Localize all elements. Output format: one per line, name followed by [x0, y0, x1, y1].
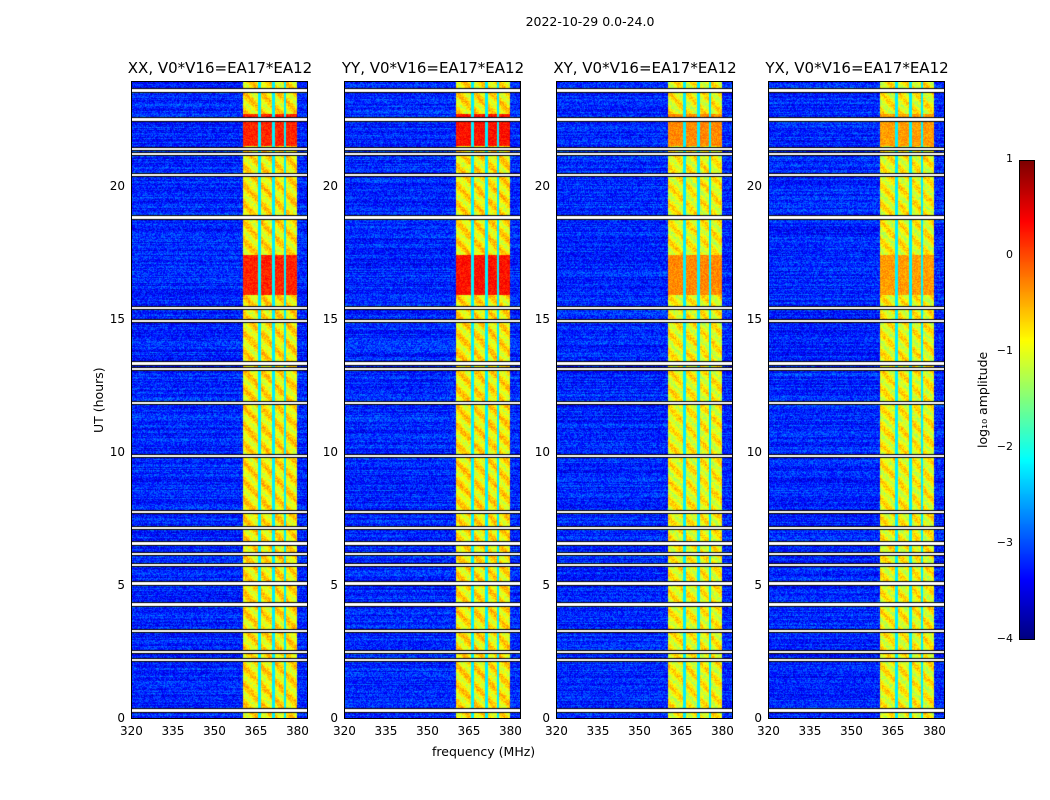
heatmap-canvas — [557, 82, 732, 718]
y-tick-label: 5 — [330, 578, 338, 593]
x-tick-label: 335 — [798, 724, 822, 738]
y-tick-label: 20 — [322, 179, 338, 194]
colorbar-tick-label: −4 — [996, 632, 1013, 645]
x-axis-label: frequency (MHz) — [432, 744, 536, 759]
colorbar — [1019, 160, 1035, 640]
panel-title: YX, V0*V16=EA17*EA12 — [765, 59, 949, 77]
x-tick-label: 365 — [457, 724, 481, 738]
y-tick-label: 20 — [746, 179, 762, 194]
colorbar-tick-label: 0 — [1006, 248, 1013, 261]
y-tick-label: 10 — [322, 445, 338, 460]
y-tick-label: 15 — [746, 312, 762, 327]
y-tick-label: 20 — [109, 179, 125, 194]
y-tick-label: 5 — [542, 578, 550, 593]
y-tick-label: 10 — [746, 445, 762, 460]
y-tick-label: 10 — [534, 445, 550, 460]
colorbar-label: log₁₀ amplitude — [975, 351, 990, 448]
heatmap-canvas — [345, 82, 520, 718]
heatmap-panel-xx — [131, 81, 308, 719]
heatmap-panel-xy — [556, 81, 733, 719]
x-tick-label: 365 — [244, 724, 268, 738]
colorbar-tick-label: −1 — [996, 344, 1013, 357]
heatmap-canvas — [132, 82, 307, 718]
x-tick-label: 350 — [839, 724, 863, 738]
panel-title: XY, V0*V16=EA17*EA12 — [553, 59, 737, 77]
x-tick-label: 350 — [202, 724, 226, 738]
y-tick-label: 0 — [117, 711, 125, 725]
y-tick-label: 0 — [542, 711, 550, 725]
x-tick-label: 320 — [545, 724, 568, 738]
x-tick-label: 335 — [374, 724, 398, 738]
colorbar-tick-label: −2 — [996, 440, 1013, 453]
y-tick-label: 20 — [534, 179, 550, 194]
x-tick-label: 380 — [710, 724, 734, 738]
x-tick-label: 335 — [586, 724, 610, 738]
y-axis-label: UT (hours) — [91, 367, 106, 433]
x-tick-label: 380 — [922, 724, 946, 738]
x-tick-label: 380 — [498, 724, 522, 738]
colorbar-tick-label: 1 — [1006, 152, 1013, 165]
y-tick-label: 10 — [109, 445, 125, 460]
y-tick-label: 5 — [754, 578, 762, 593]
y-tick-label: 15 — [322, 312, 338, 327]
y-tick-label: 5 — [117, 578, 125, 593]
x-tick-label: 380 — [285, 724, 309, 738]
x-tick-label: 365 — [881, 724, 905, 738]
x-tick-label: 335 — [161, 724, 185, 738]
heatmap-panel-yy — [344, 81, 521, 719]
x-tick-label: 320 — [757, 724, 780, 738]
x-tick-label: 365 — [669, 724, 693, 738]
heatmap-canvas — [769, 82, 944, 718]
x-tick-label: 320 — [120, 724, 143, 738]
heatmap-panel-yx — [768, 81, 945, 719]
x-tick-label: 350 — [415, 724, 439, 738]
colorbar-tick-label: −3 — [996, 536, 1013, 549]
panel-title: YY, V0*V16=EA17*EA12 — [341, 59, 525, 77]
y-tick-label: 0 — [330, 711, 338, 725]
figure-title: 2022-10-29 0.0-24.0 — [525, 14, 655, 29]
y-tick-label: 15 — [109, 312, 125, 327]
x-tick-label: 350 — [627, 724, 651, 738]
x-tick-label: 320 — [333, 724, 356, 738]
y-tick-label: 0 — [754, 711, 762, 725]
y-tick-label: 15 — [534, 312, 550, 327]
panel-title: XX, V0*V16=EA17*EA12 — [127, 59, 313, 77]
